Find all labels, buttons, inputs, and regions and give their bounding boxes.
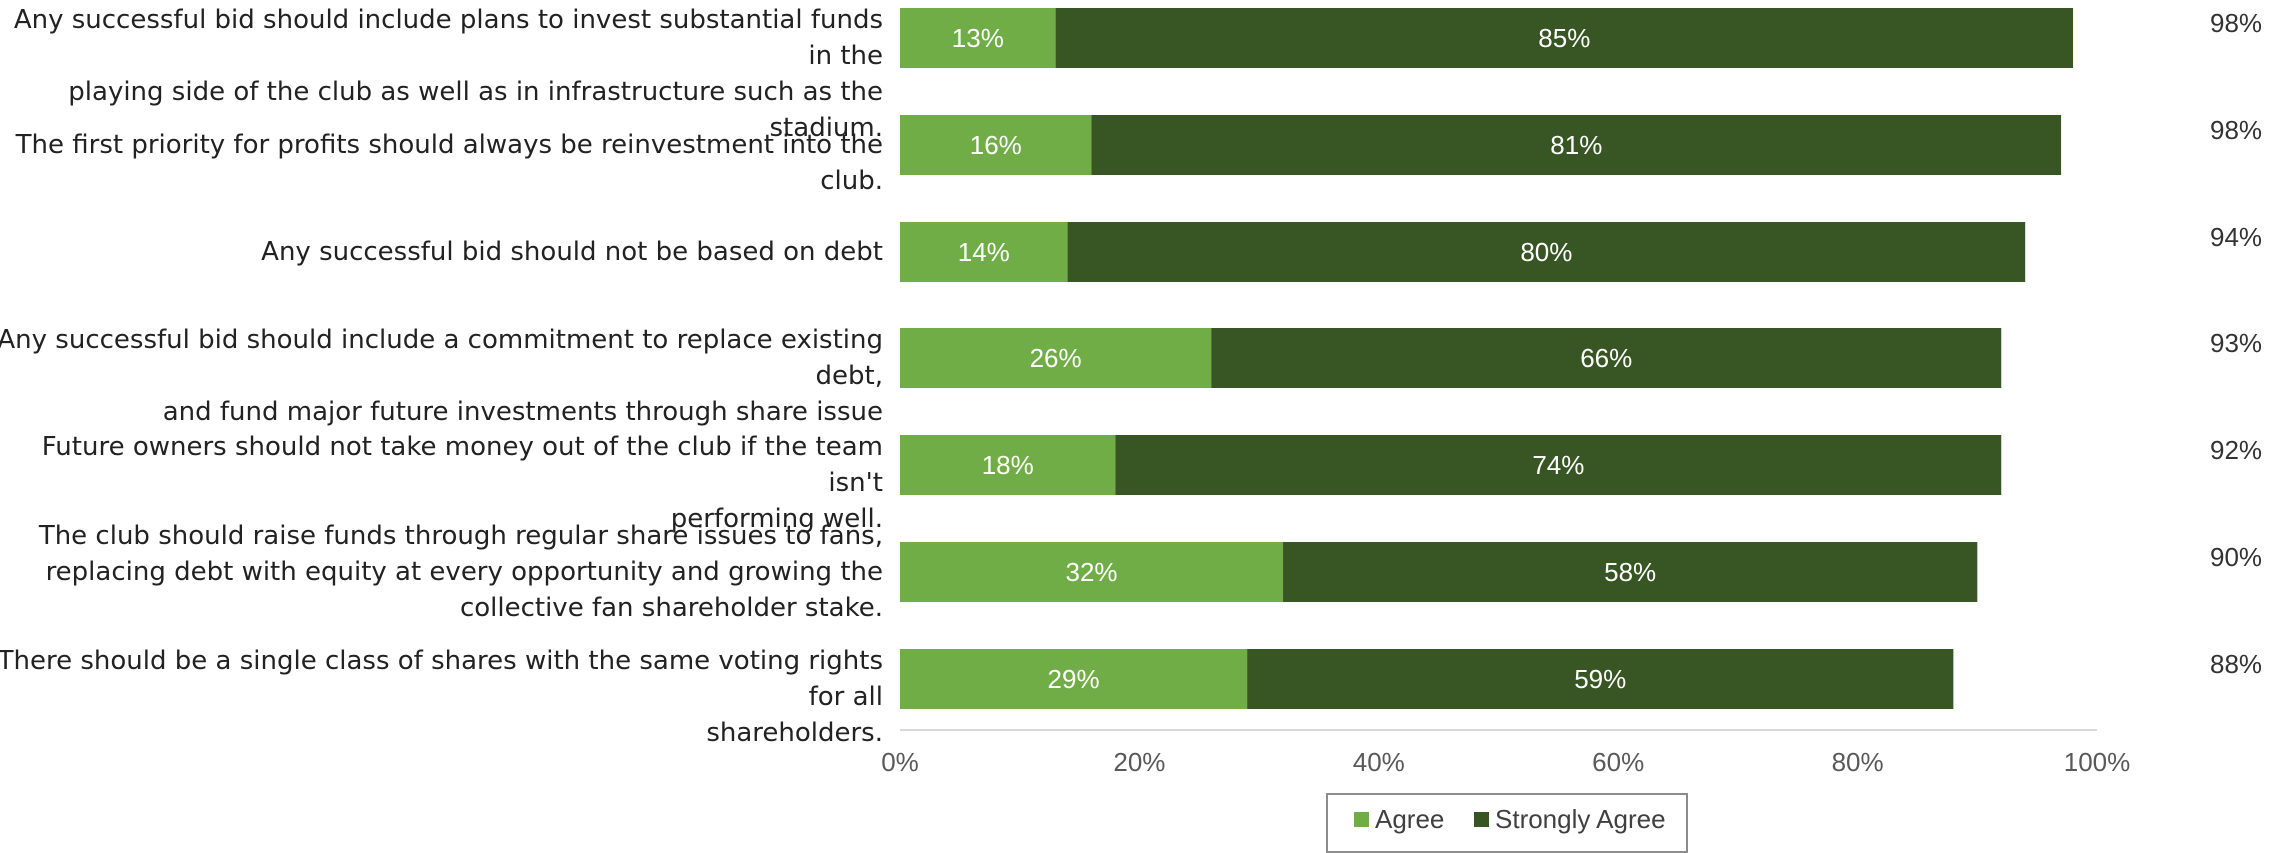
category-label-line: Any successful bid should include a comm… <box>0 325 883 391</box>
category-label-line: Any successful bid should not be based o… <box>261 237 883 267</box>
bar-agree-3 <box>900 222 1068 282</box>
category-label-line: The first priority for profits should al… <box>15 130 883 196</box>
bar-strongly-agree-2 <box>1091 115 2062 175</box>
category-label-line: The club should raise funds through regu… <box>38 521 883 551</box>
bar-strongly-agree-7 <box>1247 649 1954 709</box>
data-label-agree-7: 29% <box>1048 664 1100 694</box>
bar-agree-7 <box>900 649 1248 709</box>
total-label-2: 98% <box>2210 115 2263 145</box>
legend-item-agree: Agree <box>1354 804 1444 835</box>
category-label-line: shareholders. <box>706 718 883 748</box>
category-label-line: There should be a single class of shares… <box>0 646 883 712</box>
data-label-strongly-agree-2: 81% <box>1550 130 1602 160</box>
x-tick-label: 0% <box>881 747 919 777</box>
data-label-agree-1: 13% <box>952 23 1004 53</box>
bar-strongly-agree-4 <box>1211 328 2002 388</box>
data-label-strongly-agree-7: 59% <box>1574 664 1626 694</box>
bar-agree-6 <box>900 542 1284 602</box>
category-label-3: Any successful bid should not be based o… <box>0 234 883 270</box>
bar-agree-2 <box>900 115 1092 175</box>
x-tick-label: 20% <box>1113 747 1166 777</box>
category-label-2: The first priority for profits should al… <box>0 127 883 199</box>
total-label-4: 93% <box>2210 328 2263 358</box>
data-label-strongly-agree-6: 58% <box>1604 557 1656 587</box>
data-label-agree-5: 18% <box>982 450 1034 480</box>
total-label-6: 90% <box>2210 542 2263 572</box>
x-tick-label: 40% <box>1352 747 1405 777</box>
legend-label-strongly-agree: Strongly Agree <box>1495 804 1666 834</box>
category-label-line: Any successful bid should include plans … <box>13 5 883 71</box>
legend-item-strongly-agree: Strongly Agree <box>1474 804 1666 835</box>
total-label-1: 98% <box>2210 8 2263 38</box>
category-label-line: and fund major future investments throug… <box>162 397 883 427</box>
data-label-strongly-agree-4: 66% <box>1580 343 1632 373</box>
category-label-5: Future owners should not take money out … <box>0 429 883 537</box>
data-label-strongly-agree-1: 85% <box>1538 23 1590 53</box>
legend: Agree Strongly Agree <box>1326 793 1688 853</box>
total-label-3: 94% <box>2210 222 2263 252</box>
category-label-line: playing side of the club as well as in i… <box>68 77 883 143</box>
legend-swatch-strongly-agree <box>1474 812 1489 827</box>
x-tick-label: 80% <box>1831 747 1884 777</box>
category-label-line: replacing debt with equity at every oppo… <box>45 557 883 587</box>
bar-strongly-agree-5 <box>1115 435 2002 495</box>
bar-strongly-agree-6 <box>1283 542 1978 602</box>
total-label-5: 92% <box>2210 435 2263 465</box>
x-tick-label: 100% <box>2063 747 2131 777</box>
category-label-line: Future owners should not take money out … <box>41 432 883 498</box>
category-label-line: collective fan shareholder stake. <box>459 593 883 623</box>
data-label-agree-4: 26% <box>1030 343 1082 373</box>
category-label-line: performing well. <box>670 504 883 534</box>
data-label-agree-6: 32% <box>1065 557 1117 587</box>
data-label-strongly-agree-5: 74% <box>1532 450 1584 480</box>
bar-agree-4 <box>900 328 1212 388</box>
bar-agree-5 <box>900 435 1116 495</box>
x-tick-label: 60% <box>1592 747 1645 777</box>
bar-agree-1 <box>900 8 1056 68</box>
category-label-4: Any successful bid should include a comm… <box>0 322 883 430</box>
data-label-agree-3: 14% <box>958 237 1010 267</box>
data-label-agree-2: 16% <box>970 130 1022 160</box>
legend-label-agree: Agree <box>1375 804 1445 834</box>
category-label-7: There should be a single class of shares… <box>0 643 883 751</box>
bar-strongly-agree-1 <box>1055 8 2074 68</box>
category-label-1: Any successful bid should include plans … <box>0 2 883 146</box>
bar-strongly-agree-3 <box>1067 222 2026 282</box>
data-label-strongly-agree-3: 80% <box>1520 237 1572 267</box>
total-label-7: 88% <box>2210 649 2263 679</box>
legend-swatch-agree <box>1354 812 1369 827</box>
category-label-6: The club should raise funds through regu… <box>0 518 883 626</box>
